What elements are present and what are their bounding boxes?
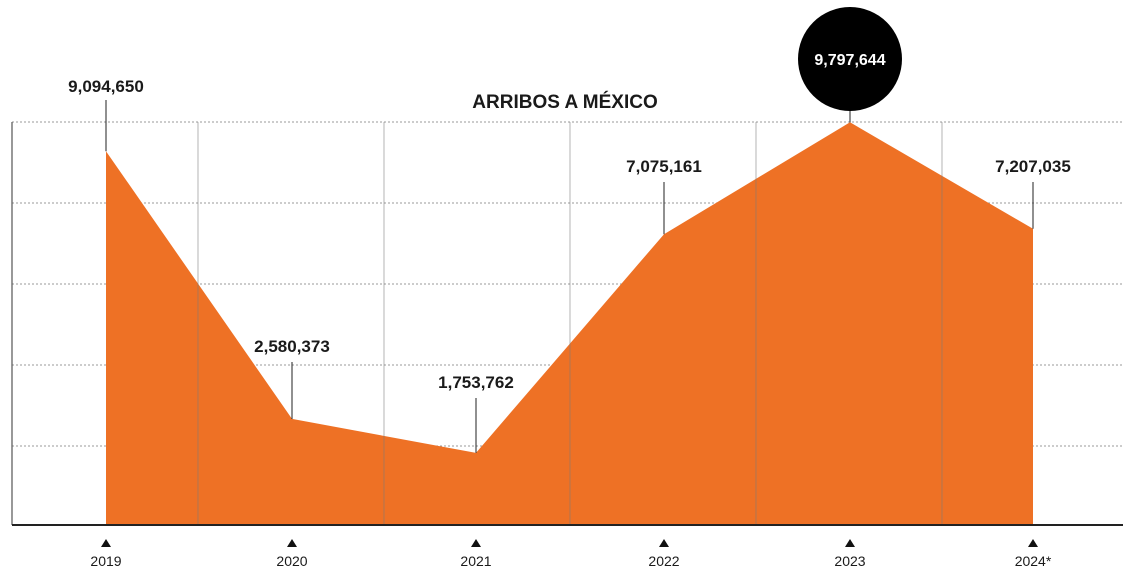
axis-layer: 2019 2020 2021 2022 2023 2024* (12, 524, 1123, 569)
data-label: 7,075,161 (626, 157, 702, 176)
data-label: 1,753,762 (438, 373, 514, 392)
x-tick-label: 2022 (648, 553, 679, 569)
data-label: 7,207,035 (995, 157, 1071, 176)
label-layer: 9,094,650 2,580,373 1,753,762 7,075,161 9,79… (68, 7, 1071, 392)
x-tick-label: 2021 (460, 553, 491, 569)
x-tick-label: 2023 (834, 553, 865, 569)
tick-marker (659, 539, 669, 547)
tick-marker (1028, 539, 1038, 547)
data-label: 9,094,650 (68, 77, 144, 96)
data-label: 2,580,373 (254, 337, 330, 356)
area-layer (106, 122, 1033, 526)
tick-marker (471, 539, 481, 547)
x-tick-label: 2019 (90, 553, 121, 569)
tick-marker (101, 539, 111, 547)
leader-layer (105, 100, 1034, 453)
x-tick-label: 2024* (1015, 553, 1052, 569)
x-tick-label: 2020 (276, 553, 307, 569)
chart-title: ARRIBOS A MÉXICO (472, 91, 657, 113)
area-series (106, 122, 1033, 526)
data-label-peak: 9,797,644 (814, 52, 885, 69)
tick-marker (287, 539, 297, 547)
tick-marker (845, 539, 855, 547)
peak-circle (798, 7, 902, 111)
